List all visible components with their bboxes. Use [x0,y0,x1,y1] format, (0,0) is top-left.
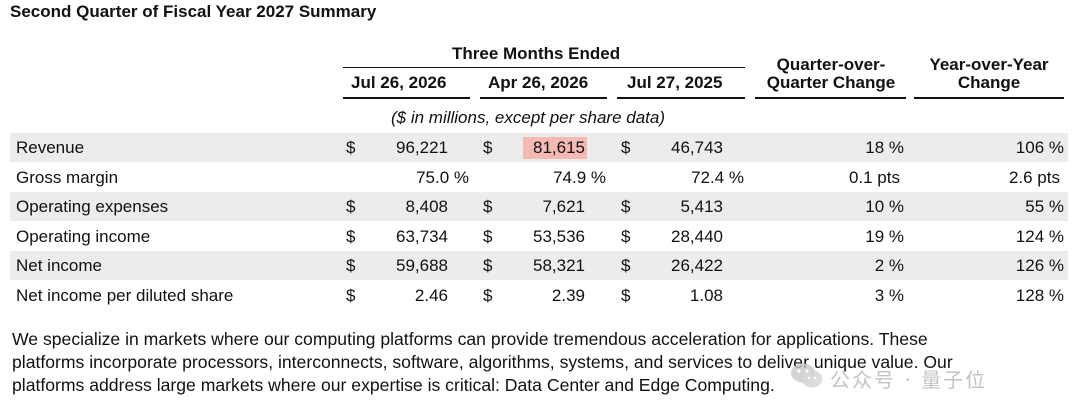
yoy-header-line2: Change [957,73,1021,92]
value-apr-2026: 7,621 [542,197,585,216]
row-label: Gross margin [16,168,119,187]
dollar-sign: $ [483,197,493,216]
yoy-change: 106 % [1015,138,1064,157]
watermark: 公众号 · 量子位 [790,362,987,395]
value-jul-2026: 8,408 [405,197,448,216]
dollar-sign: $ [621,256,631,275]
row-label: Operating income [16,227,151,246]
dollar-sign: $ [346,227,356,246]
dollar-sign: $ [346,286,356,305]
value-apr-2026: 58,321 [533,256,585,275]
period-header-1: Jul 26, 2026 [351,73,447,92]
description-paragraph: We specialize in markets where our compu… [12,328,1070,396]
dollar-sign: $ [346,256,356,275]
value-jul-2025: 72.4 % [691,168,744,187]
qoq-change: 19 % [865,227,904,246]
three-months-ended-header: Three Months Ended [452,44,621,63]
qoq-header-line1: Quarter-over- [776,55,886,74]
units-note: ($ in millions, except per share data) [391,108,666,127]
value-apr-2026: 81,615 [533,138,585,157]
paragraph-line: platforms address large markets where ou… [12,374,775,395]
value-jul-2025: 1.08 [689,286,723,305]
yoy-header-line1: Year-over-Year [929,55,1049,74]
header-rule [343,67,745,68]
dollar-sign: $ [621,138,631,157]
qoq-change: 3 % [874,286,904,305]
dollar-sign: $ [621,227,631,246]
value-apr-2026: 2.39 [551,286,585,305]
qoq-header-line2: Quarter Change [766,73,896,92]
column-rule-1 [343,97,470,99]
value-jul-2026: 2.46 [414,286,448,305]
yoy-change: 124 % [1015,227,1064,246]
value-jul-2026: 96,221 [396,138,448,157]
paragraph-line: platforms incorporate processors, interc… [12,351,953,372]
wechat-icon [790,362,824,395]
qoq-change: 0.1 pts [848,168,900,187]
dollar-sign: $ [621,286,631,305]
yoy-change: 2.6 pts [1008,168,1060,187]
paragraph-line: We specialize in markets where our compu… [12,329,928,349]
page-title: Second Quarter of Fiscal Year 2027 Summa… [10,2,377,21]
value-jul-2025: 26,422 [671,256,723,275]
dollar-sign: $ [346,197,356,216]
period-header-3: Jul 27, 2025 [627,73,723,92]
qoq-change: 2 % [874,256,904,275]
column-rule-4 [755,97,906,99]
row-stripe [10,192,1068,221]
dollar-sign: $ [483,256,493,275]
column-rule-3 [617,97,745,99]
value-jul-2026: 59,688 [396,256,448,275]
column-rule-5 [914,97,1064,99]
value-jul-2025: 5,413 [680,197,723,216]
watermark-text: 公众号 · 量子位 [830,368,988,392]
dollar-sign: $ [346,138,356,157]
dollar-sign: $ [483,227,493,246]
yoy-change: 55 % [1025,197,1064,216]
dollar-sign: $ [483,286,493,305]
row-label: Operating expenses [16,197,169,216]
row-label: Net income [16,256,102,275]
yoy-change: 128 % [1015,286,1064,305]
value-jul-2026: 63,734 [396,227,448,246]
row-stripe [10,251,1068,280]
dollar-sign: $ [483,138,493,157]
value-apr-2026: 74.9 % [553,168,606,187]
value-jul-2025: 28,440 [671,227,723,246]
revenue-highlight [523,137,587,159]
period-header-2: Apr 26, 2026 [488,73,589,92]
dollar-sign: $ [621,197,631,216]
value-jul-2026: 75.0 % [416,168,469,187]
column-rule-2 [480,97,607,99]
qoq-change: 18 % [865,138,904,157]
row-label: Net income per diluted share [16,286,234,305]
yoy-change: 126 % [1015,256,1064,275]
row-label: Revenue [16,138,85,157]
value-apr-2026: 53,536 [533,227,585,246]
value-jul-2025: 46,743 [671,138,723,157]
qoq-change: 10 % [865,197,904,216]
